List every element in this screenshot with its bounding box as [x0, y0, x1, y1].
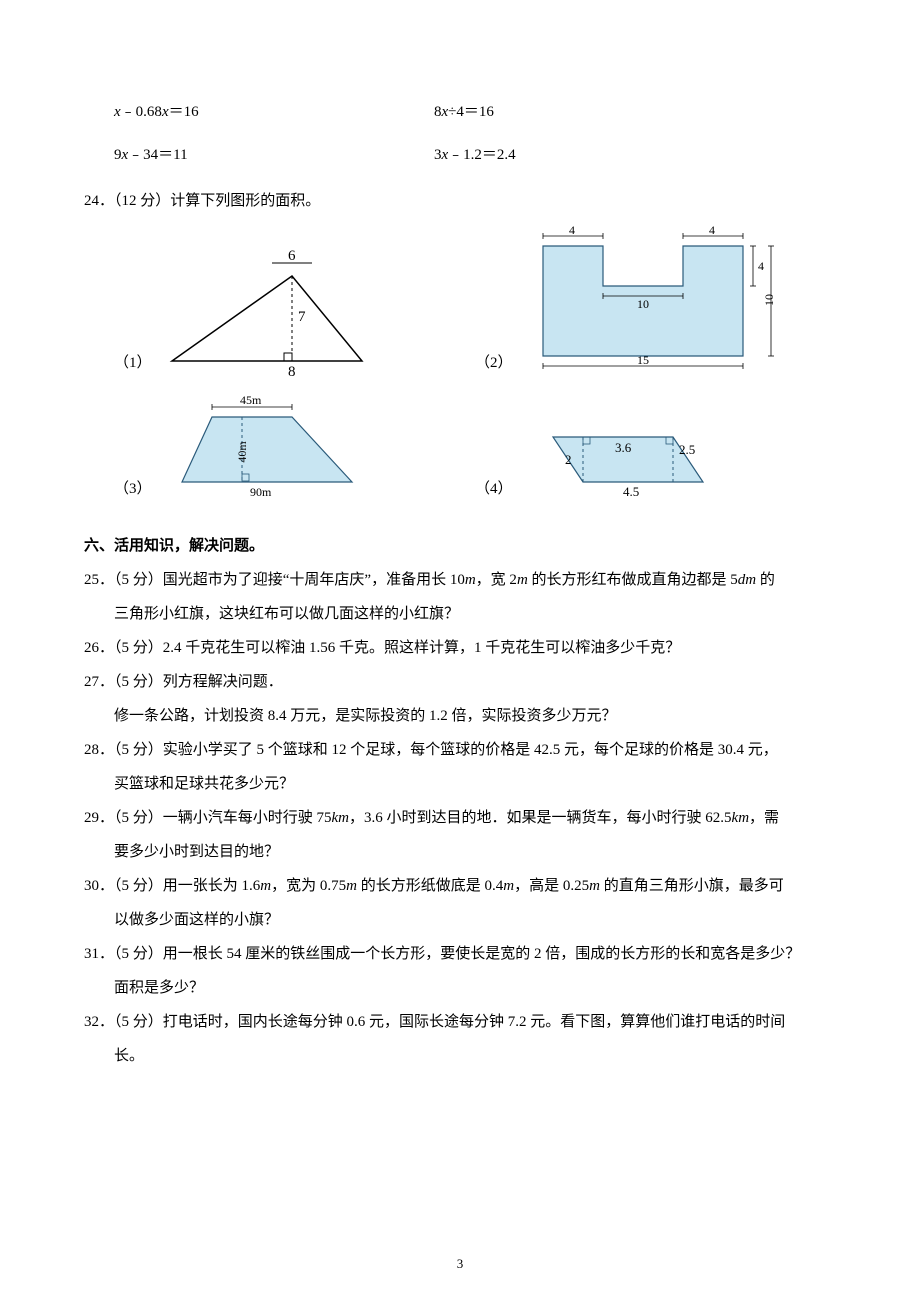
svg-text:4: 4	[709, 226, 715, 237]
svg-text:4: 4	[569, 226, 575, 237]
q32-l2: 长。	[84, 1041, 836, 1071]
q29-l2: 要多少小时到达目的地？	[84, 837, 836, 867]
svg-text:90m: 90m	[250, 485, 272, 499]
svg-text:40m: 40m	[235, 441, 249, 463]
svg-text:10: 10	[762, 294, 776, 306]
q30-l2: 以做多少面这样的小旗？	[84, 905, 836, 935]
q25-l2: 三角形小红旗，这块红布可以做几面这样的小红旗？	[84, 599, 836, 629]
parallelogram-icon: 2 3.6 2.5 4.5	[523, 422, 743, 502]
figure-3: （3） 45m 40m 90m	[114, 392, 475, 502]
fig-label: （4）	[475, 477, 513, 502]
q31-l2: 面积是多少？	[84, 973, 836, 1003]
q28-l1: 28．（5 分）实验小学买了 5 个篮球和 12 个足球，每个篮球的价格是 42…	[84, 735, 836, 765]
svg-text:10: 10	[637, 297, 649, 311]
svg-text:2: 2	[565, 452, 572, 467]
trapezoid-icon: 45m 40m 90m	[162, 392, 382, 502]
notched-shape-icon: 4 4 4 10 10	[523, 226, 783, 376]
svg-text:8: 8	[288, 364, 296, 376]
eq-text: 3	[434, 147, 442, 163]
eq-1: x﹣0.68x＝16	[114, 100, 434, 121]
svg-text:2.5: 2.5	[679, 442, 695, 457]
q32-l1: 32．（5 分）打电话时，国内长途每分钟 0.6 元，国际长途每分钟 7.2 元…	[84, 1007, 836, 1037]
q25-l1: 25．（5 分）国光超市为了迎接“十周年店庆”，准备用长 10m，宽 2m 的长…	[84, 565, 836, 595]
equation-row-2: 9x﹣34＝11 3x﹣1.2＝2.4	[84, 143, 836, 164]
eq-text: ÷4＝16	[448, 104, 494, 120]
figure-2: （2） 4 4 4 10	[475, 226, 836, 376]
svg-text:15: 15	[637, 353, 649, 367]
eq-text: 9	[114, 147, 122, 163]
svg-text:6: 6	[288, 248, 296, 264]
figures-container: （1） 6 7 8 （2） 4	[114, 226, 836, 518]
q26: 26．（5 分）2.4 千克花生可以榨油 1.56 千克。照这样计算，1 千克花…	[84, 633, 836, 663]
figure-4: （4） 2 3.6 2.5 4.5	[475, 392, 836, 502]
fig-label: （3）	[114, 477, 152, 502]
q29-l1: 29．（5 分）一辆小汽车每小时行驶 75km，3.6 小时到达目的地．如果是一…	[84, 803, 836, 833]
page-number: 3	[0, 1256, 920, 1272]
eq-text: ＝16	[169, 104, 199, 120]
svg-text:4: 4	[758, 259, 764, 273]
triangle-icon: 6 7 8	[162, 246, 372, 376]
svg-text:45m: 45m	[240, 393, 262, 407]
q27-l1: 27．（5 分）列方程解决问题．	[84, 667, 836, 697]
eq-text: 8	[434, 104, 442, 120]
eq-3: 9x﹣34＝11	[114, 143, 434, 164]
eq-2: 8x÷4＝16	[434, 100, 754, 121]
fig-label: （1）	[114, 351, 152, 376]
equation-row-1: x﹣0.68x＝16 8x÷4＝16	[84, 100, 836, 121]
q27-l2: 修一条公路，计划投资 8.4 万元，是实际投资的 1.2 倍，实际投资多少万元？	[84, 701, 836, 731]
eq-4: 3x﹣1.2＝2.4	[434, 143, 754, 164]
figure-1: （1） 6 7 8	[114, 226, 475, 376]
fig-label: （2）	[475, 351, 513, 376]
svg-text:3.6: 3.6	[615, 440, 632, 455]
q28-l2: 买篮球和足球共花多少元？	[84, 769, 836, 799]
eq-text: x	[114, 104, 121, 120]
eq-text: ﹣1.2＝2.4	[448, 147, 516, 163]
q30-l1: 30．（5 分）用一张长为 1.6m，宽为 0.75m 的长方形纸做底是 0.4…	[84, 871, 836, 901]
eq-text: ﹣34＝11	[128, 147, 187, 163]
section-6-title: 六、活用知识，解决问题。	[84, 534, 836, 555]
q24-text: 24．（12 分）计算下列图形的面积。	[84, 186, 836, 216]
svg-text:4.5: 4.5	[623, 484, 639, 499]
svg-text:7: 7	[298, 309, 306, 325]
eq-text: ﹣0.68	[121, 104, 162, 120]
page-content: x﹣0.68x＝16 8x÷4＝16 9x﹣34＝11 3x﹣1.2＝2.4 2…	[84, 100, 836, 1075]
eq-text: x	[162, 104, 169, 120]
q31-l1: 31．（5 分）用一根长 54 厘米的铁丝围成一个长方形，要使长是宽的 2 倍，…	[84, 939, 836, 969]
